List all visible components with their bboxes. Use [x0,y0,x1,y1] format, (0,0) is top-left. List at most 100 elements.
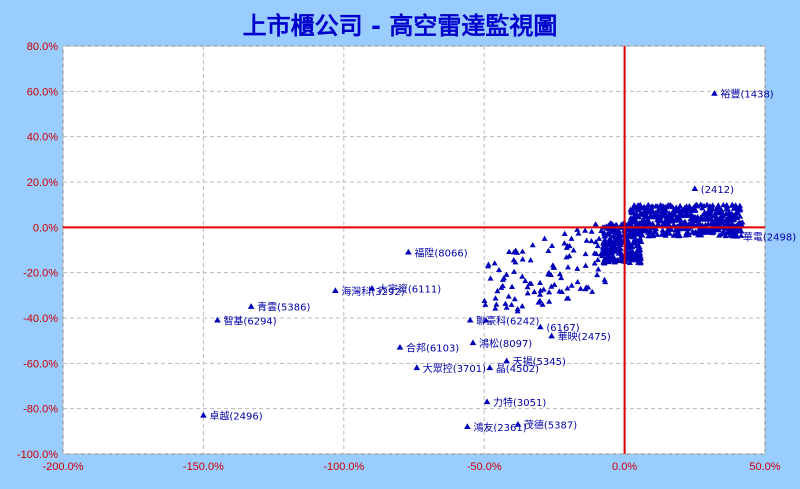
cluster-marker [537,291,544,297]
cluster-marker [592,221,599,227]
data-point-marker [711,90,718,96]
y-tick-label: 40.0% [27,132,58,144]
cluster-marker [574,226,581,232]
cluster-marker [499,276,506,282]
data-point-label: 聯豪科(6242) [476,314,539,327]
data-point-label: 青雲(5386) [257,301,310,314]
cluster-marker [481,297,488,303]
cluster-marker [660,231,667,237]
cluster-marker [677,202,684,209]
y-tick-label: -100.0% [17,449,58,461]
cluster-marker [545,247,552,254]
cluster-marker [637,209,644,216]
cluster-marker [734,228,741,234]
cluster-marker [662,217,669,223]
cluster-marker [637,235,644,241]
data-point-label: 福陞(8066) [414,246,467,259]
cluster-marker [670,232,677,238]
cluster-marker [636,254,643,260]
cluster-marker [568,235,575,241]
data-point-marker [464,423,471,429]
cluster-marker [658,210,665,217]
cluster-marker [641,211,648,217]
cluster-marker [683,209,690,216]
cluster-marker [601,233,608,239]
cluster-marker [659,227,666,233]
cluster-marker [609,253,616,259]
cluster-marker [612,258,619,264]
cluster-marker [709,227,716,233]
cluster-marker [663,207,670,213]
cluster-marker [728,210,735,217]
cluster-marker [503,304,510,310]
cluster-marker [648,203,655,209]
cluster-marker [594,271,601,278]
cluster-marker [723,210,730,217]
data-point-label: 天揚(5345) [513,355,566,368]
cluster-marker [582,227,589,233]
cluster-marker [722,232,729,239]
cluster-marker [642,228,649,234]
data-point-marker [486,364,494,371]
cluster-marker [636,204,643,210]
cluster-marker [506,248,513,254]
cluster-marker [738,232,745,238]
cluster-marker [657,214,664,220]
cluster-marker [595,266,602,272]
cluster-marker [491,260,498,266]
cluster-marker [649,232,656,238]
data-point-marker [733,232,741,239]
cluster-marker [643,220,650,227]
cluster-marker [574,278,581,285]
cluster-marker [613,221,620,228]
cluster-marker [605,256,612,262]
cluster-marker [512,247,519,253]
cluster-marker [514,305,521,312]
x-tick-label: -150.0% [183,461,224,473]
cluster-marker [712,215,719,221]
cluster-marker [676,216,683,222]
cluster-marker [492,305,499,311]
cluster-marker [715,202,722,208]
cluster-marker [739,219,746,225]
cluster-marker [733,205,740,211]
cluster-marker [558,274,565,281]
cluster-marker [505,293,512,299]
x-tick-label: -100.0% [323,461,364,473]
cluster-marker [718,206,725,212]
y-tick-label: -60.0% [23,358,58,370]
cluster-marker [591,260,598,266]
cluster-marker [539,301,546,307]
cluster-marker [723,206,730,212]
cluster-marker [508,283,515,289]
cluster-marker [709,229,716,236]
data-point-label: 鴻松(8097) [479,337,532,350]
cluster-marker [665,217,672,223]
cluster-marker [546,289,553,295]
cluster-marker [482,301,489,307]
cluster-marker [727,232,734,238]
data-point-marker [691,185,699,191]
cluster-marker [665,222,672,228]
cluster-marker [723,202,730,208]
data-point-marker [483,398,491,405]
cluster-marker [724,217,731,223]
cluster-marker [487,275,494,281]
cluster-marker [729,201,736,207]
data-point-marker [247,303,255,309]
cluster-marker [673,204,680,210]
cluster-marker [558,288,565,295]
cluster-marker [717,219,724,225]
cluster-marker [712,210,719,216]
data-point-marker [469,339,477,346]
cluster-marker [720,227,727,234]
cluster-marker [519,273,526,279]
cluster-marker [600,250,607,257]
cluster-marker [615,227,622,233]
cluster-marker [629,207,636,213]
cluster-marker [731,216,738,222]
cluster-marker [498,284,505,290]
cluster-marker [582,262,589,268]
cluster-marker [570,247,577,253]
cluster-marker [577,285,584,291]
